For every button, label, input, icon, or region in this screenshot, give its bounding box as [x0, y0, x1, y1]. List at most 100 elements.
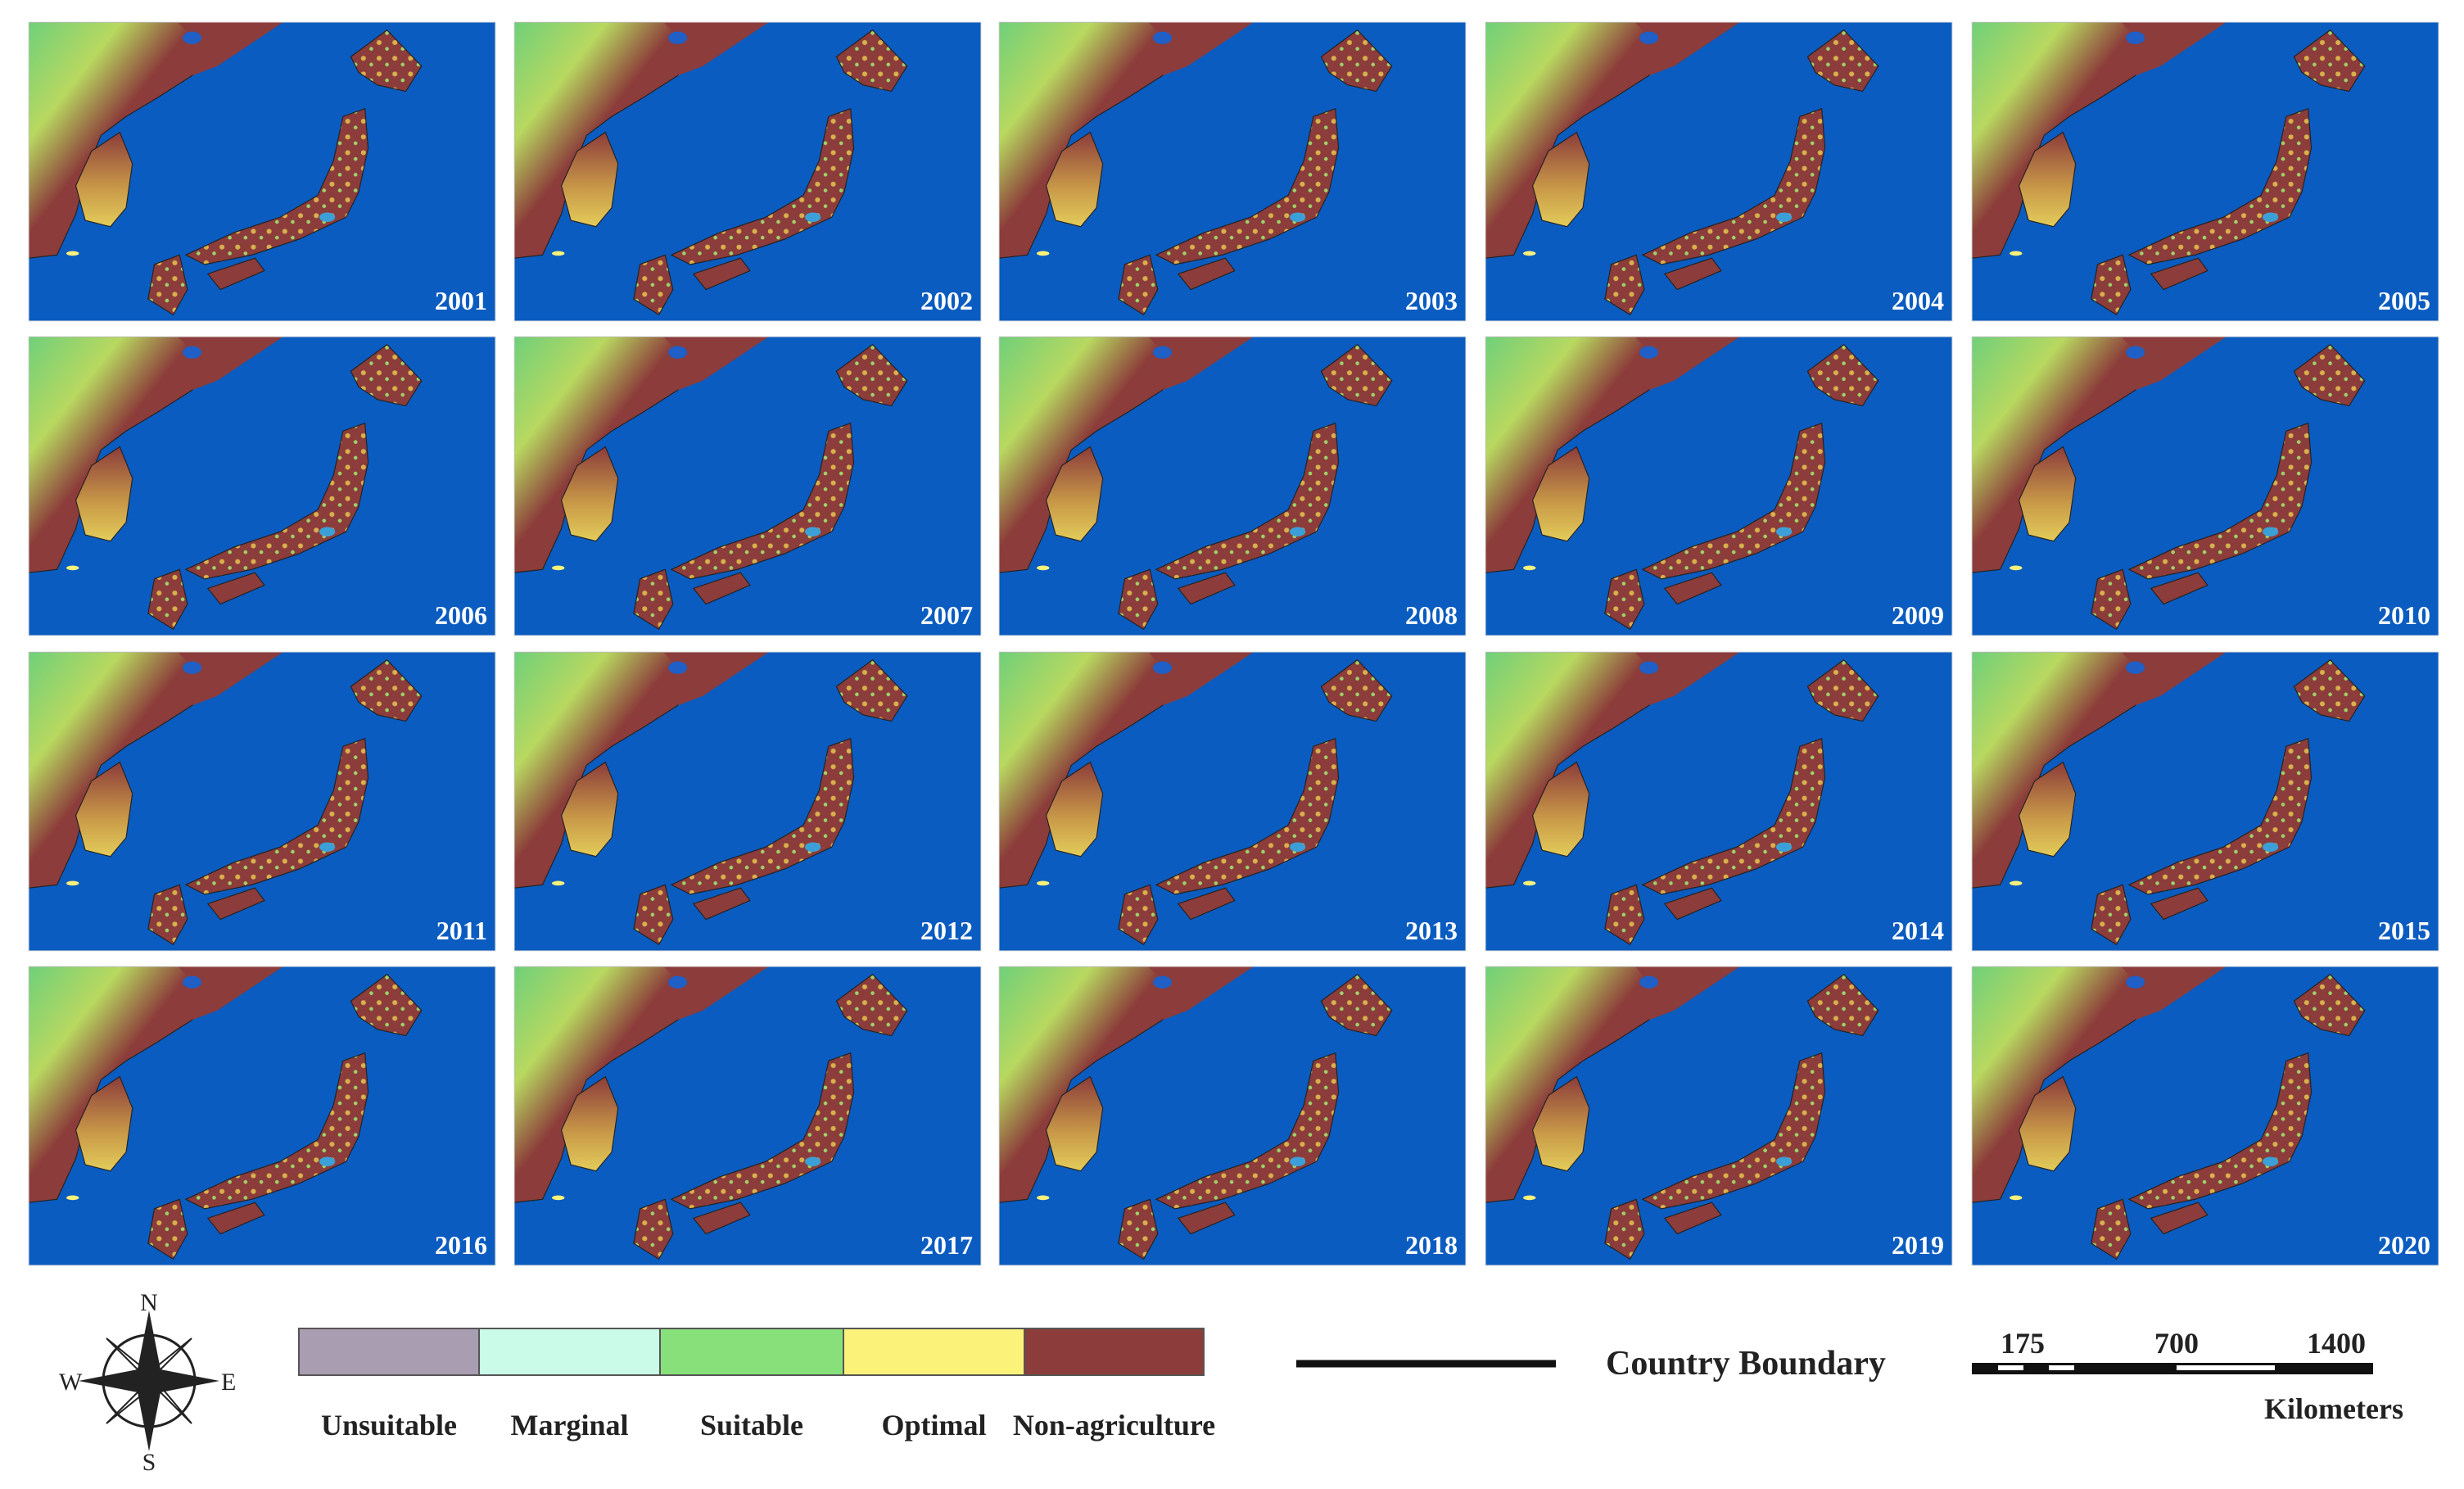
year-label: 2016: [435, 1230, 487, 1260]
legend-label: Marginal: [511, 1409, 629, 1441]
legend-swatch: [478, 1328, 661, 1376]
scale-bar: 175 700 1400 Kilometers: [1972, 1327, 2403, 1425]
map-frame: [1485, 651, 1953, 952]
map-panel: 2011: [28, 651, 496, 952]
boundary-label: Country Boundary: [1606, 1345, 1886, 1383]
map: [1485, 652, 1952, 951]
map-panel: 2015: [1971, 651, 2439, 952]
map: [29, 966, 495, 1265]
year-label: 2006: [435, 600, 487, 630]
compass-west: W: [59, 1369, 83, 1396]
map-frame: [28, 336, 496, 636]
map: [999, 337, 1466, 636]
map: [514, 337, 981, 636]
compass-point: [79, 1369, 149, 1392]
scale-unit: Kilometers: [2264, 1392, 2403, 1425]
legend-swatch: [843, 1328, 1025, 1376]
scale-bar-seg: [1998, 1365, 2023, 1370]
map-panel: 2004: [1485, 21, 1953, 322]
legend-label: Unsuitable: [321, 1409, 457, 1441]
year-label: 2017: [920, 1230, 973, 1260]
map-frame: [998, 336, 1467, 636]
map: [514, 22, 981, 321]
scale-bar-bg: [1972, 1363, 2373, 1374]
map-frame: [1485, 21, 1953, 322]
year-label: 2019: [1892, 1230, 1944, 1260]
map: [999, 22, 1466, 321]
year-label: 2007: [920, 600, 973, 630]
compass-diagonal: [106, 1337, 192, 1424]
map-frame: [513, 21, 982, 322]
map-frame: [1971, 336, 2439, 636]
map: [999, 966, 1466, 1265]
map: [1485, 966, 1952, 1265]
scale-bar-seg: [2049, 1365, 2074, 1370]
map: [1485, 337, 1952, 636]
map-frame: [1971, 966, 2439, 1266]
year-label: 2002: [920, 286, 973, 315]
scale-label: 1400: [2307, 1327, 2366, 1360]
map: [1485, 22, 1952, 321]
map: [1972, 652, 2439, 951]
map: [999, 652, 1466, 951]
year-label: 2010: [2378, 600, 2430, 630]
scale-bar-seg: [2177, 1365, 2275, 1370]
legend: Unsuitable Marginal Suitable Optimal Non-agr…: [298, 1328, 1215, 1441]
legend-swatch: [298, 1328, 480, 1376]
map-frame: [998, 651, 1467, 952]
map-panel: 2018: [998, 966, 1467, 1266]
year-label: 2011: [436, 916, 487, 945]
map-panel: 2005: [1971, 21, 2439, 322]
map-panel: 2008: [998, 336, 1467, 636]
compass-point: [138, 1381, 160, 1451]
map-panel: 2013: [998, 651, 1467, 952]
year-label: 2001: [435, 286, 487, 315]
map: [1972, 966, 2439, 1265]
map-panel: 2003: [998, 21, 1467, 322]
legend-label: Suitable: [700, 1409, 803, 1441]
map-panel: 2010: [1971, 336, 2439, 636]
year-label: 2008: [1405, 600, 1458, 630]
map: [514, 652, 981, 951]
map-panel: 2001: [28, 21, 496, 322]
map-frame: [1485, 966, 1953, 1266]
scale-label: 700: [2154, 1327, 2199, 1360]
map: [29, 337, 495, 636]
map: [1972, 337, 2439, 636]
map: [29, 652, 495, 951]
map-frame: [998, 21, 1467, 322]
map-frame: [513, 651, 982, 952]
map-frame: [1971, 651, 2439, 952]
map-panel: 2019: [1485, 966, 1953, 1266]
map-frame: [998, 966, 1467, 1266]
year-label: 2003: [1405, 286, 1458, 315]
map-frame: [28, 966, 496, 1266]
year-label: 2012: [920, 916, 973, 945]
year-label: 2014: [1892, 916, 1944, 945]
map-panel: 2007: [513, 336, 982, 636]
legend-swatch: [659, 1328, 844, 1376]
compass-south: S: [142, 1449, 156, 1476]
compass-point: [138, 1310, 160, 1381]
map-frame: [1485, 336, 1953, 636]
year-label: 2004: [1892, 286, 1944, 315]
map-panel: 2020: [1971, 966, 2439, 1266]
compass-point: [149, 1369, 219, 1392]
year-label: 2018: [1405, 1230, 1458, 1260]
year-label: 2013: [1405, 916, 1458, 945]
panels: 2001 2002 2003 2004 2005 2006 2007 2008 2009 2010…: [28, 21, 2439, 1266]
legend-swatch: [1024, 1328, 1205, 1376]
map-frame: [513, 336, 982, 636]
map-panel: 2012: [513, 651, 982, 952]
map: [29, 22, 495, 321]
map-panel: 2006: [28, 336, 496, 636]
legend-label: Non-agriculture: [1013, 1409, 1215, 1441]
map-panel: 2017: [513, 966, 982, 1266]
compass-north: N: [140, 1289, 158, 1316]
map-frame: [513, 966, 982, 1266]
legend-label: Optimal: [881, 1409, 986, 1441]
compass: N S E W: [59, 1289, 236, 1476]
map-frame: [28, 21, 496, 322]
